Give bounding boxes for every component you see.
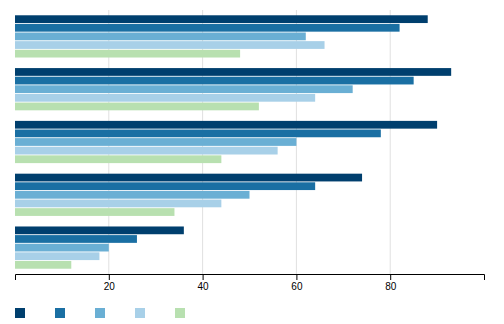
- tick-mark: [203, 274, 204, 280]
- bar: [15, 235, 137, 243]
- tick-mark: [390, 274, 391, 280]
- bars: [15, 15, 451, 268]
- tick-mark: [296, 274, 297, 280]
- tick-mark: [109, 274, 110, 280]
- bar: [15, 77, 414, 85]
- bar: [15, 15, 428, 23]
- tick-label: 20: [104, 281, 116, 292]
- bar: [15, 50, 240, 58]
- bar: [15, 200, 221, 208]
- legend-swatch: [135, 308, 145, 318]
- bar: [15, 24, 400, 32]
- bar: [15, 121, 437, 129]
- bar: [15, 33, 306, 41]
- bar: [15, 226, 184, 234]
- bar: [15, 244, 109, 252]
- bar: [15, 147, 278, 155]
- bar: [15, 85, 353, 93]
- tick-label: 80: [385, 281, 397, 292]
- bar: [15, 155, 221, 163]
- plot: 20 40 60 80: [15, 10, 485, 292]
- axis-line: [16, 275, 485, 281]
- x-axis: 20 40 60 80: [16, 274, 485, 292]
- tick: 20: [104, 274, 116, 292]
- legend-swatch: [15, 308, 25, 318]
- legend-swatch: [175, 308, 185, 318]
- bar: [15, 174, 362, 182]
- bar: [15, 41, 325, 49]
- legend: [15, 308, 185, 318]
- grid-line: [390, 10, 391, 274]
- legend-swatch: [95, 308, 105, 318]
- tick-label: 60: [291, 281, 303, 292]
- tick: 40: [198, 274, 210, 292]
- tick: 60: [291, 274, 303, 292]
- bar: [15, 130, 381, 138]
- bar: [15, 68, 451, 76]
- bar: [15, 182, 315, 190]
- tick: 80: [385, 274, 397, 292]
- legend-swatch: [55, 308, 65, 318]
- bar: [15, 252, 99, 260]
- bar: [15, 94, 315, 102]
- bar: [15, 191, 250, 199]
- bar: [15, 208, 174, 216]
- tick-label: 40: [198, 281, 210, 292]
- bar: [15, 261, 71, 269]
- bar: [15, 103, 259, 111]
- bar: [15, 138, 296, 146]
- chart: 20 40 60 80: [0, 0, 504, 324]
